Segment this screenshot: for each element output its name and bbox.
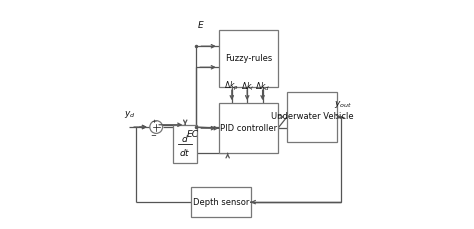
Text: Fuzzy-rules: Fuzzy-rules <box>225 54 272 63</box>
Text: Underwater Vehicle: Underwater Vehicle <box>271 112 354 121</box>
Text: $y_{out}$: $y_{out}$ <box>334 99 352 110</box>
Circle shape <box>150 121 163 133</box>
Bar <box>191 187 251 217</box>
Text: +: + <box>151 119 156 123</box>
Bar <box>219 103 278 153</box>
Text: Depth sensor: Depth sensor <box>193 198 249 207</box>
Bar <box>219 30 278 87</box>
Text: $d$: $d$ <box>182 133 189 144</box>
Text: $\Delta k_d$: $\Delta k_d$ <box>255 80 270 93</box>
Text: E: E <box>197 21 203 30</box>
Text: $dt$: $dt$ <box>180 147 191 158</box>
Text: $-$: $-$ <box>150 131 157 136</box>
Text: EC: EC <box>186 131 199 139</box>
Bar <box>287 92 337 142</box>
Text: $\Delta k_i$: $\Delta k_i$ <box>241 80 254 93</box>
Text: $\Delta k_p$: $\Delta k_p$ <box>224 80 239 93</box>
Text: PID controller: PID controller <box>220 124 277 133</box>
Text: $y_d$: $y_d$ <box>124 109 136 120</box>
Bar <box>173 125 197 164</box>
